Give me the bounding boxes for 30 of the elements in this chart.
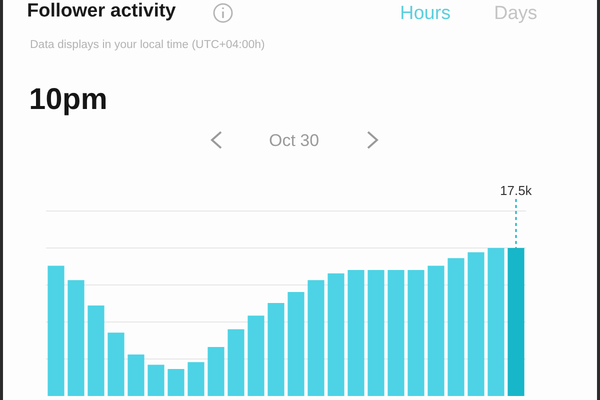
- bar: [188, 362, 204, 396]
- bar: [288, 292, 304, 396]
- bar: [208, 346, 224, 396]
- bar: [448, 258, 464, 396]
- bar: [408, 270, 424, 396]
- bar: [328, 273, 344, 396]
- bar: [68, 280, 84, 396]
- bar: [348, 270, 364, 396]
- bar: [488, 248, 504, 396]
- text: Hours: [400, 3, 451, 24]
- chart-title: Follower activity: [27, 0, 176, 22]
- data-label: 17.5k: [500, 183, 532, 198]
- bar: [108, 332, 124, 396]
- bar: [228, 329, 244, 396]
- bar: [388, 270, 404, 396]
- text: Oct 30: [269, 131, 320, 150]
- text: 10pm: [29, 83, 108, 116]
- bar: [268, 302, 284, 396]
- bar: [48, 266, 64, 396]
- chart-subtitle: Data displays in your local time (UTC+04:00h): [30, 39, 266, 51]
- bar: [128, 354, 144, 396]
- bar: [248, 316, 264, 396]
- bar: [308, 280, 324, 396]
- bar: [148, 364, 164, 396]
- bar: [468, 252, 484, 396]
- bar: [88, 306, 104, 396]
- bar: [168, 368, 184, 396]
- bar: [368, 270, 384, 396]
- text: Days: [494, 3, 538, 24]
- bar: [428, 266, 444, 396]
